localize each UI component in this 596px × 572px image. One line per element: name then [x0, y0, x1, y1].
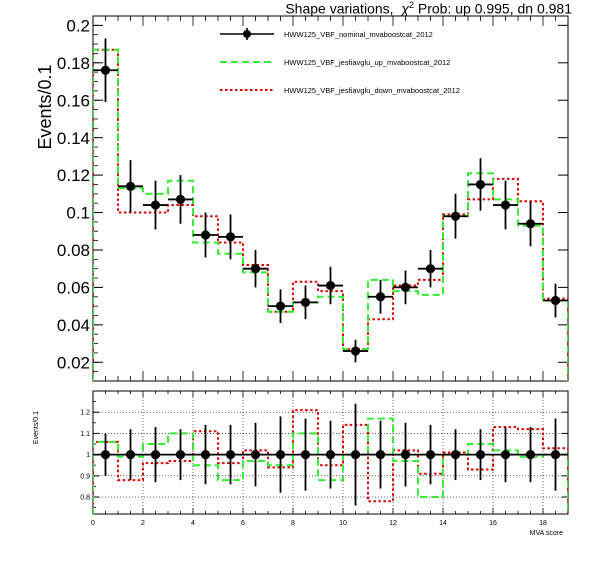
data-point: [375, 450, 386, 460]
data-point: [500, 200, 511, 210]
data-point: [250, 264, 261, 274]
y-tick-label: 0.14: [57, 129, 90, 148]
data-point: [150, 200, 161, 210]
legend-swatch-nominal: [218, 27, 276, 41]
y-tick-label: 0.18: [57, 54, 90, 73]
title-sup: 2: [408, 0, 414, 10]
y-tick-label: 0.16: [57, 91, 90, 110]
ratio-xlabel: MVA score: [530, 530, 563, 537]
y-tick-label: 0.04: [57, 316, 90, 335]
main-ylabel: Events/0.1: [35, 64, 55, 149]
y-tick-label: 0.9: [80, 473, 90, 480]
x-tick-label: 16: [489, 520, 497, 527]
data-point: [225, 450, 236, 460]
data-point: [350, 450, 361, 460]
data-point: [175, 450, 186, 460]
x-tick-label: 4: [191, 520, 195, 527]
data-point: [125, 450, 136, 460]
data-point: [150, 450, 161, 460]
axis-labels: Events/0.1 Events/0.1 MVA score: [33, 64, 563, 537]
x-tick-label: 2: [141, 520, 145, 527]
plot-area: [93, 38, 568, 381]
y-tick-label: 0.12: [57, 166, 90, 185]
data-point: [275, 301, 286, 311]
data-point: [300, 450, 311, 460]
data-point: [525, 450, 536, 460]
data-point: [525, 219, 536, 229]
data-point: [225, 232, 236, 242]
title-chi: χ: [401, 0, 409, 17]
legend-label-down: HWW125_VBF_jesfiavglu_down_mvaboostcat_2…: [284, 85, 460, 95]
x-tick-label: 6: [241, 520, 245, 527]
data-point: [300, 297, 311, 307]
data-point: [400, 450, 411, 460]
legend-label-up: HWW125_VBF_jesfiavglu_up_mvaboostcat_201…: [284, 57, 451, 67]
title-prefix: Shape variations,: [285, 0, 394, 17]
data-point: [100, 450, 111, 460]
data-point: [175, 194, 186, 205]
x-tick-label: 0: [91, 520, 95, 527]
y-tick-label: 0.2: [66, 16, 90, 35]
x-tick-label: 10: [339, 520, 347, 527]
main-panel: 0.02 0.04 0.06 0.08 0.1 0.12 0.14 0.16 0.18 0.2: [57, 15, 569, 382]
x-tick-label: 18: [539, 520, 547, 527]
y-tick-label: 1: [86, 452, 90, 459]
data-point: [450, 211, 461, 221]
y-tick-label: 0.08: [57, 241, 90, 260]
chart-title: Shape variations, χ2 Prob: up 0.995, dn …: [285, 0, 572, 17]
data-point: [400, 282, 411, 293]
data-point: [125, 181, 136, 191]
data-point: [200, 230, 211, 240]
x-tick-label: 12: [389, 520, 397, 527]
x-tick-label: 14: [439, 520, 447, 527]
data-point: [100, 65, 111, 75]
legend-label-nominal: HWW125_VBF_nominal_mvaboostcat_2012: [284, 29, 433, 39]
ratio-panel: 0.8 0.9 1 1.1 1.2 0 2 4 6 8 10 12 14 16 18: [80, 390, 569, 527]
plot-area: [93, 403, 568, 514]
data-point: [425, 450, 436, 460]
data-point: [275, 450, 286, 460]
data-point: [375, 292, 386, 302]
legend-swatch-up: [218, 55, 276, 69]
data-point: [200, 450, 211, 460]
y-tick-label: 0.8: [80, 495, 90, 502]
data-point: [250, 450, 261, 460]
legend-item-down: HWW125_VBF_jesfiavglu_down_mvaboostcat_2…: [218, 83, 460, 97]
data-point: [550, 295, 561, 306]
y-tick-label: 0.02: [57, 353, 90, 372]
y-tick-label: 1.2: [80, 410, 90, 417]
data-point: [325, 280, 336, 291]
data-point: [475, 179, 486, 190]
y-tick-label: 1.1: [80, 431, 90, 438]
legend-swatch-down: [218, 83, 276, 97]
x-tick-label: 8: [291, 520, 295, 527]
data-point: [450, 450, 461, 460]
legend-item-up: HWW125_VBF_jesfiavglu_up_mvaboostcat_201…: [218, 55, 450, 69]
data-point: [500, 450, 511, 460]
data-point: [475, 450, 486, 460]
legend-item-nominal: HWW125_VBF_nominal_mvaboostcat_2012: [218, 27, 433, 41]
ratio-ylabel: Events/0.1: [33, 411, 40, 444]
data-point: [425, 264, 436, 274]
title-suffix: Prob: up 0.995, dn 0.981: [413, 0, 572, 17]
series-step-down: [93, 48, 568, 381]
y-tick-label: 0.06: [57, 279, 90, 298]
series-step-up: [93, 48, 568, 381]
data-point: [550, 450, 561, 460]
y-tick-label: 0.1: [66, 204, 90, 223]
data-point: [350, 346, 361, 356]
data-point: [325, 450, 336, 460]
